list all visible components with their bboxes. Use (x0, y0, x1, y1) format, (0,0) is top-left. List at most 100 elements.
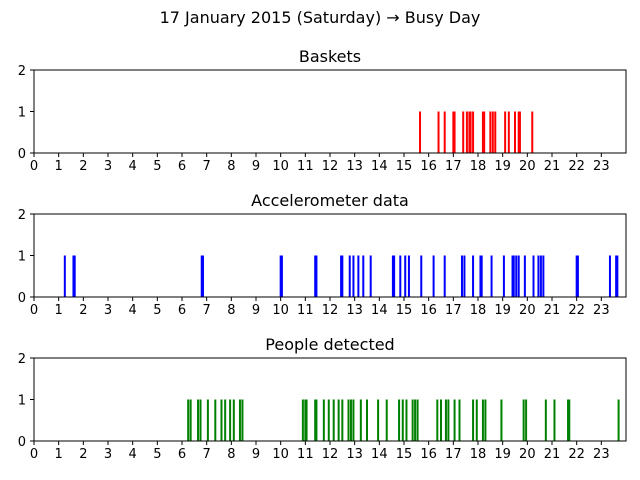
y-tick-label: 2 (18, 352, 26, 367)
x-tick-label: 17 (445, 303, 462, 318)
data-bar (608, 255, 611, 297)
data-bar (224, 399, 227, 441)
x-tick-label: 21 (544, 159, 561, 174)
subplot-title: Accelerometer data (251, 191, 409, 210)
data-bar (472, 399, 475, 441)
x-tick-label: 22 (568, 159, 585, 174)
x-tick-label: 5 (153, 159, 161, 174)
data-bar (347, 399, 350, 441)
data-bar (453, 111, 456, 153)
data-bar (617, 399, 620, 441)
x-tick-label: 2 (79, 303, 87, 318)
data-bar (432, 255, 435, 297)
data-bar (369, 255, 372, 297)
data-bar (189, 399, 192, 441)
data-bar (187, 399, 190, 441)
x-tick-label: 20 (519, 303, 536, 318)
data-bar (615, 255, 618, 297)
data-bar (481, 111, 484, 153)
x-tick-label: 15 (396, 159, 413, 174)
data-bar (515, 255, 518, 297)
data-bar (199, 399, 202, 441)
data-bar (490, 255, 493, 297)
x-tick-label: 1 (55, 159, 63, 174)
data-bar (352, 399, 355, 441)
data-bar (305, 399, 308, 441)
x-tick-label: 0 (30, 303, 38, 318)
y-tick-label: 1 (18, 250, 26, 265)
data-bar (352, 255, 355, 297)
data-bar (522, 399, 525, 441)
data-bar (385, 399, 388, 441)
data-bar (229, 399, 232, 441)
x-tick-label: 11 (297, 303, 314, 318)
data-bar (616, 255, 619, 297)
data-bar (399, 255, 402, 297)
x-tick-label: 16 (420, 303, 437, 318)
data-bar (304, 399, 307, 441)
data-bar (405, 399, 408, 441)
y-tick-label: 1 (18, 106, 26, 121)
data-bar (575, 255, 578, 297)
data-bar (416, 399, 419, 441)
axes-frame (33, 69, 627, 154)
x-tick-label: 12 (322, 447, 339, 462)
data-bar (458, 399, 461, 441)
data-bar (398, 399, 401, 441)
data-bar (447, 399, 450, 441)
data-bar (568, 399, 571, 441)
data-bar (440, 399, 442, 441)
x-tick-label: 12 (322, 303, 339, 318)
data-bar (472, 111, 475, 153)
data-bar (462, 111, 465, 153)
data-bar (444, 399, 447, 441)
data-bar (340, 255, 343, 297)
figure-title: 17 January 2015 (Saturday) → Busy Day (159, 8, 481, 27)
data-bar (341, 255, 344, 297)
data-bar (539, 255, 542, 297)
x-tick-label: 8 (227, 303, 235, 318)
subplot-title: People detected (265, 335, 394, 354)
y-tick-label: 0 (18, 147, 26, 162)
x-tick-label: 20 (519, 159, 536, 174)
data-bar (337, 399, 340, 441)
data-bar (463, 255, 466, 297)
x-tick-label: 23 (593, 303, 610, 318)
x-tick-label: 11 (297, 159, 314, 174)
x-tick-label: 6 (178, 447, 186, 462)
x-tick-label: 0 (30, 159, 38, 174)
y-tick-label: 2 (18, 208, 26, 223)
x-tick-label: 19 (494, 303, 511, 318)
data-bar (72, 255, 75, 297)
x-tick-label: 14 (371, 303, 388, 318)
x-tick-label: 9 (252, 159, 260, 174)
data-bar (419, 111, 422, 153)
data-bar (362, 255, 365, 297)
data-bar (443, 111, 446, 153)
x-tick-label: 16 (420, 159, 437, 174)
data-bar (465, 111, 468, 153)
data-bar (484, 399, 487, 441)
x-tick-label: 10 (272, 159, 289, 174)
data-bar (341, 399, 344, 441)
x-tick-label: 17 (445, 159, 462, 174)
data-bar (393, 255, 396, 297)
x-tick-label: 0 (30, 447, 38, 462)
x-tick-label: 20 (519, 447, 536, 462)
data-bar (512, 255, 515, 297)
x-tick-label: 22 (568, 303, 585, 318)
data-bar (279, 255, 282, 297)
data-bar (453, 399, 456, 441)
x-tick-label: 8 (227, 159, 235, 174)
data-bar (206, 399, 209, 441)
x-tick-label: 7 (203, 447, 211, 462)
x-tick-label: 6 (178, 159, 186, 174)
x-tick-label: 23 (593, 447, 610, 462)
x-tick-label: 21 (544, 303, 561, 318)
x-tick-label: 5 (153, 447, 161, 462)
data-bar (232, 399, 235, 441)
y-tick-label: 0 (18, 291, 26, 306)
data-bar (504, 111, 507, 153)
x-tick-label: 18 (470, 303, 487, 318)
